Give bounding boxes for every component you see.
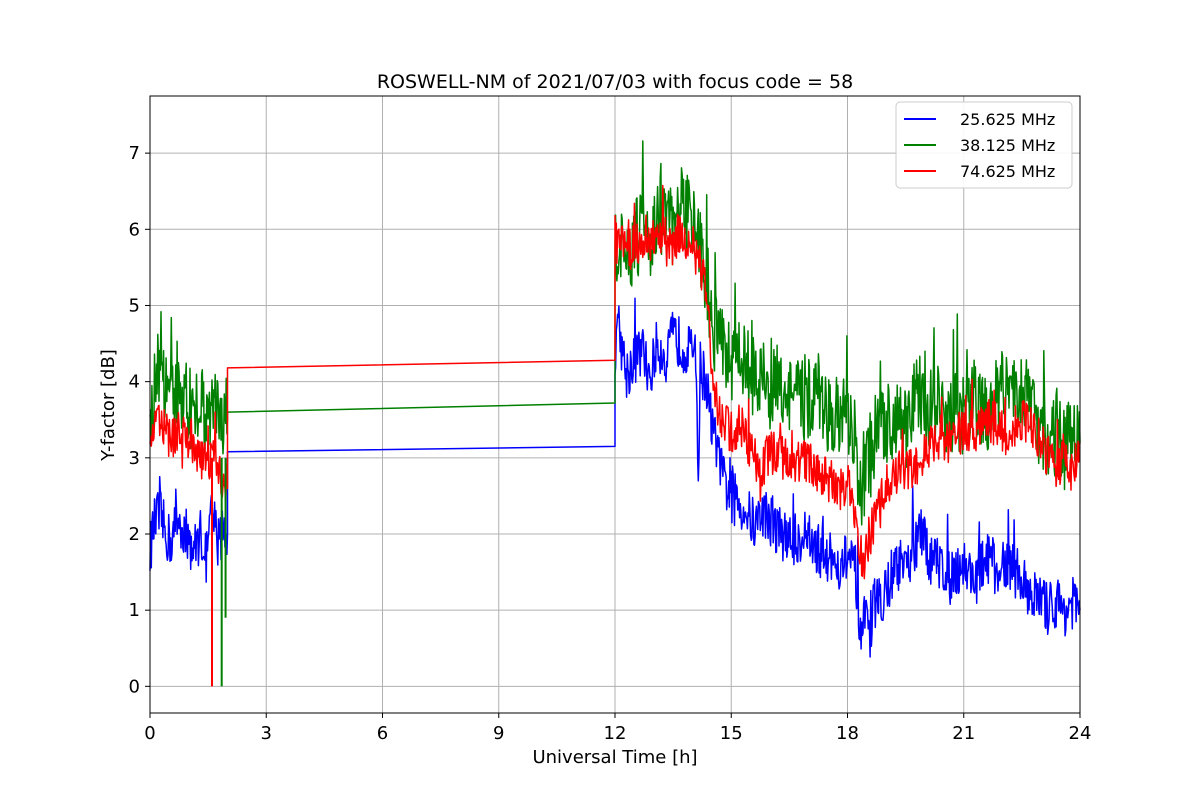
y-tick-label: 2 [129,524,140,545]
y-tick-label: 6 [129,219,140,240]
legend-label: 25.625 MHz [960,110,1055,129]
x-tick-label: 0 [144,723,155,744]
x-tick-label: 9 [493,723,504,744]
x-tick-label: 3 [261,723,272,744]
x-tick-label: 21 [952,723,975,744]
chart-title: ROSWELL-NM of 2021/07/03 with focus code… [377,71,853,93]
y-tick-label: 4 [129,372,140,393]
x-axis-ticks: 0 3 6 9 12 15 18 21 24 [144,713,1091,744]
x-axis-label: Universal Time [h] [532,747,697,768]
y-tick-label: 3 [129,448,140,469]
x-tick-label: 24 [1069,723,1092,744]
legend-label: 38.125 MHz [960,136,1055,155]
legend-box [895,101,1073,189]
y-tick-label: 5 [129,295,140,316]
legend-label: 74.625 MHz [960,162,1055,181]
y-tick-label: 0 [129,676,140,697]
legend: 25.625 MHz 38.125 MHz 74.625 MHz [895,101,1073,189]
y-tick-label: 7 [129,143,140,164]
x-tick-label: 15 [720,723,743,744]
series-line [149,297,1081,658]
x-tick-label: 12 [604,723,627,744]
y-tick-label: 1 [129,600,140,621]
series-line [149,184,1081,580]
plot-area [149,140,1081,687]
x-tick-label: 18 [836,723,859,744]
y-axis-ticks: 0 1 2 3 4 5 6 7 [129,143,150,697]
y-axis-label: Y-factor [dB] [98,349,119,462]
x-tick-label: 6 [377,723,388,744]
